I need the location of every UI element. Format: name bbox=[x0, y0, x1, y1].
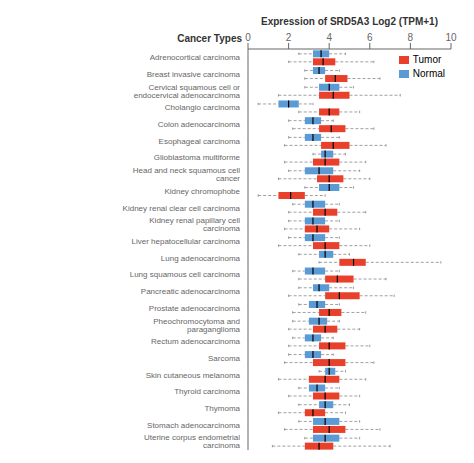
svg-text:4: 4 bbox=[326, 32, 332, 43]
svg-text:Esophageal carcinoma: Esophageal carcinoma bbox=[159, 137, 241, 146]
svg-text:Thymoma: Thymoma bbox=[204, 404, 240, 413]
svg-text:2: 2 bbox=[286, 32, 292, 43]
svg-text:Kidney renal clear cell carcin: Kidney renal clear cell carcinoma bbox=[123, 204, 241, 213]
svg-text:Thyroid carcinoma: Thyroid carcinoma bbox=[174, 387, 240, 396]
svg-text:Cervical squamous cell orendoc: Cervical squamous cell orendocervical ad… bbox=[134, 83, 241, 100]
svg-text:Uterine corpus endometrialcarc: Uterine corpus endometrialcarcinoma bbox=[144, 433, 241, 450]
svg-text:Pheochromocytoma andparagangli: Pheochromocytoma andparaganglioma bbox=[153, 317, 240, 334]
svg-text:Rectum adenocarcinoma: Rectum adenocarcinoma bbox=[151, 337, 240, 346]
svg-text:Cholangio carcinoma: Cholangio carcinoma bbox=[165, 103, 241, 112]
svg-text:Glioblastoma multiforme: Glioblastoma multiforme bbox=[154, 153, 241, 162]
html-text:Tumor: Tumor bbox=[412, 54, 442, 65]
svg-text:Sarcoma: Sarcoma bbox=[208, 354, 241, 363]
svg-text:Adrenocortical carcinoma: Adrenocortical carcinoma bbox=[150, 53, 241, 62]
svg-text:10: 10 bbox=[445, 32, 457, 43]
svg-text:Prostate adenocarcinoma: Prostate adenocarcinoma bbox=[149, 304, 241, 313]
svg-text:Liver hepatocellular carcinoma: Liver hepatocellular carcinoma bbox=[132, 237, 241, 246]
html-text:Normal: Normal bbox=[412, 68, 445, 79]
svg-text:Lung adenocarcinoma: Lung adenocarcinoma bbox=[161, 254, 241, 263]
svg-text:8: 8 bbox=[408, 32, 414, 43]
svg-text:Stomach adenocarcinoma: Stomach adenocarcinoma bbox=[147, 421, 240, 430]
svg-text:Expression of SRD5A3 Log2 (TPM: Expression of SRD5A3 Log2 (TPM+1) bbox=[261, 16, 438, 27]
html-text:Cancer Types: Cancer Types bbox=[177, 33, 242, 44]
svg-text:6: 6 bbox=[367, 32, 373, 43]
svg-text:Kidney chromophobe: Kidney chromophobe bbox=[164, 187, 240, 196]
svg-text:0: 0 bbox=[245, 32, 251, 43]
svg-text:Colon adenocarcinoma: Colon adenocarcinoma bbox=[158, 120, 241, 129]
svg-text:Head and neck squamous cellcan: Head and neck squamous cellcancer bbox=[133, 166, 241, 183]
svg-text:Breast invasive carcinoma: Breast invasive carcinoma bbox=[147, 70, 241, 79]
svg-text:Skin cutaneous melanoma: Skin cutaneous melanoma bbox=[146, 371, 241, 380]
svg-text:Lung squamous cell carcinoma: Lung squamous cell carcinoma bbox=[130, 270, 241, 279]
svg-text:Kidney renal papillary cellcar: Kidney renal papillary cellcarcinoma bbox=[149, 216, 240, 233]
svg-text:Pancreatic adenocarcinoma: Pancreatic adenocarcinoma bbox=[141, 287, 241, 296]
